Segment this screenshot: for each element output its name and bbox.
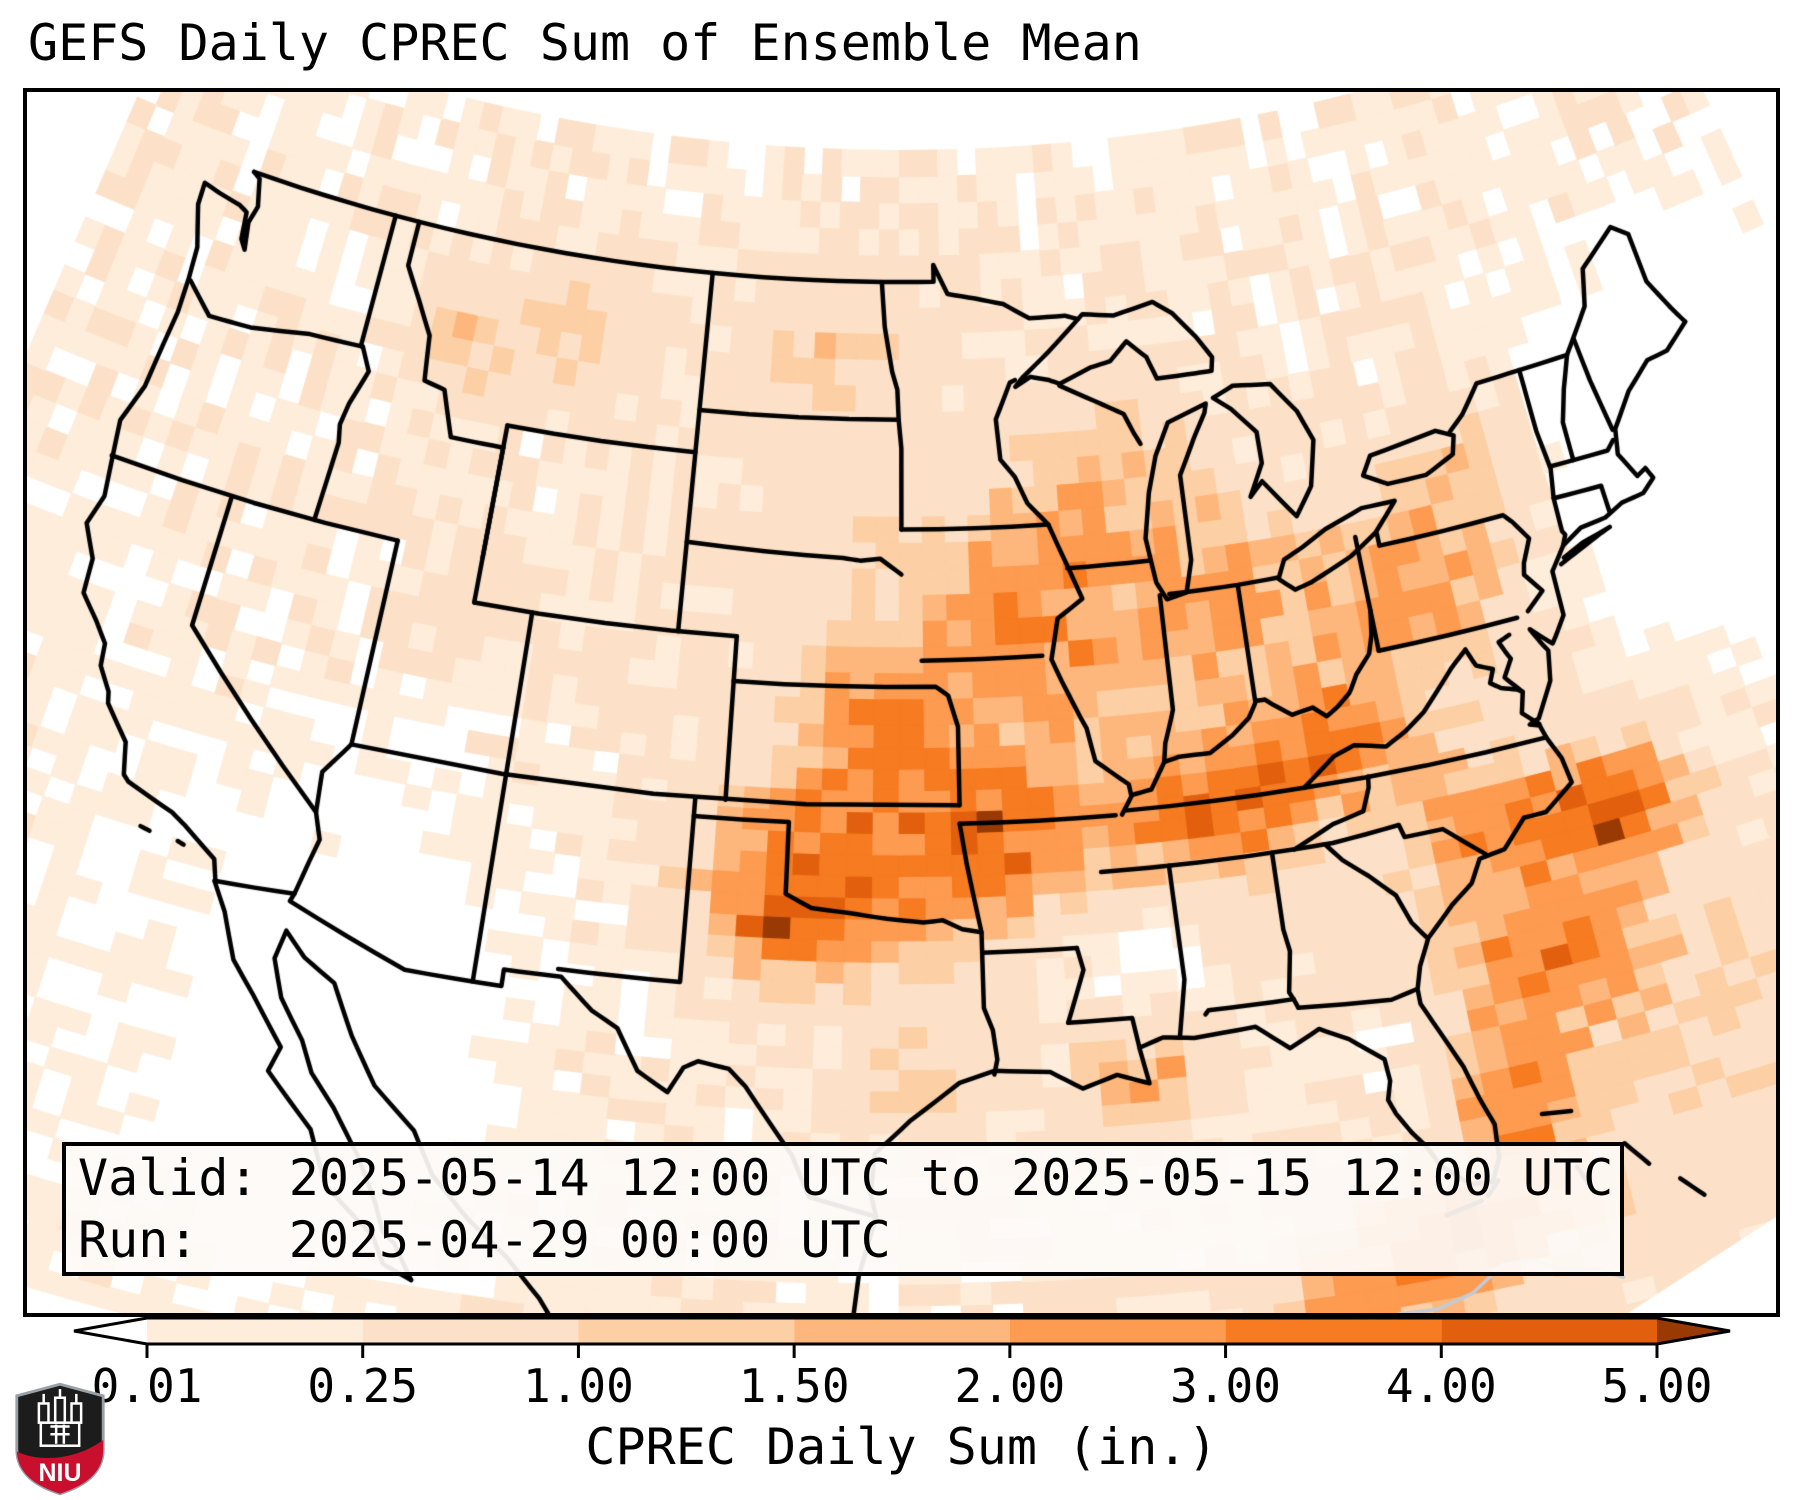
- colorbar-tick-label: 5.00: [1602, 1359, 1713, 1413]
- colorbar-tick-label: 0.01: [92, 1359, 203, 1413]
- colorbar-axis-label: CPREC Daily Sum (in.): [585, 1418, 1218, 1476]
- colorbar-tick-label: 4.00: [1386, 1359, 1497, 1413]
- colorbar-tick-label: 3.00: [1170, 1359, 1281, 1413]
- niu-castle-icon: [37, 1389, 83, 1447]
- colorbar-segment: [147, 1318, 363, 1344]
- page-title: GEFS Daily CPREC Sum of Ensemble Mean: [28, 14, 1142, 72]
- valid-time-text: Valid: 2025-05-14 12:00 UTC to 2025-05-1…: [78, 1149, 1614, 1207]
- colorbar-tick-label: 1.00: [523, 1359, 634, 1413]
- colorbar-segment: [794, 1318, 1010, 1344]
- niu-logo-text: NIU: [39, 1459, 82, 1487]
- colorbar-segment: [1441, 1318, 1657, 1344]
- colorbar-over-arrow: [1657, 1318, 1730, 1344]
- colorbar-tick-label: 1.50: [739, 1359, 850, 1413]
- colorbar-segment: [362, 1318, 579, 1344]
- valid-run-info-box: Valid: 2025-05-14 12:00 UTC to 2025-05-1…: [62, 1142, 1624, 1276]
- niu-logo: NIU: [15, 1382, 105, 1496]
- colorbar-segment: [1009, 1318, 1226, 1344]
- precipitation-map-canvas: [27, 92, 1776, 1313]
- map-frame: [23, 88, 1780, 1317]
- colorbar-segment: [1225, 1318, 1442, 1344]
- colorbar-outline: [73, 1316, 1731, 1346]
- colorbar-segment: [578, 1318, 795, 1344]
- colorbar-under-arrow: [74, 1318, 147, 1344]
- colorbar-tick-label: 0.25: [307, 1359, 418, 1413]
- run-time-text: Run: 2025-04-29 00:00 UTC: [78, 1211, 891, 1269]
- colorbar-tick-label: 2.00: [954, 1359, 1065, 1413]
- niu-red-band: [16, 1439, 104, 1494]
